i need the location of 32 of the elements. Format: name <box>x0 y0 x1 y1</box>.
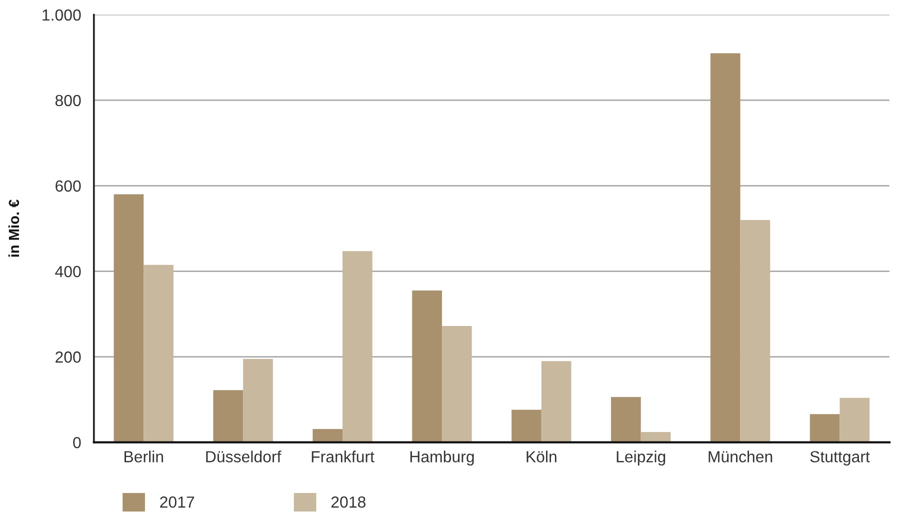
x-tick-label: Frankfurt <box>312 450 374 462</box>
y-tick-label: 1.000 <box>42 9 81 21</box>
y-tick-label: 200 <box>56 351 81 363</box>
x-tick-label: Hamburg <box>410 450 474 466</box>
y-tick-label: 400 <box>55 266 81 278</box>
legend-label: 2017 <box>160 496 194 508</box>
bar <box>541 361 572 442</box>
bar <box>144 264 174 442</box>
bar <box>114 194 144 442</box>
bar <box>442 326 472 442</box>
bar <box>213 390 244 442</box>
bar <box>342 251 372 442</box>
bar <box>512 410 542 442</box>
y-axis-title: in Mio. € <box>8 200 20 257</box>
bar <box>740 220 770 442</box>
x-tick-label: Düsseldorf <box>206 450 282 462</box>
y-tick-label: 800 <box>55 94 81 106</box>
y-tick-label: 600 <box>56 180 81 192</box>
x-tick-label: Stuttgart <box>810 451 870 466</box>
bar <box>243 358 273 442</box>
x-tick-label: Berlin <box>124 450 164 462</box>
bar <box>412 290 442 442</box>
bar <box>312 429 343 442</box>
bar <box>710 53 740 442</box>
x-tick-label: München <box>708 450 772 462</box>
x-tick-label: Leipzig <box>616 450 666 466</box>
x-tick-label: Köln <box>526 450 556 462</box>
legend-label: 2018 <box>331 496 366 508</box>
bar <box>810 414 840 442</box>
bar <box>611 396 641 442</box>
bar <box>840 398 870 442</box>
y-tick-label: 0 <box>73 436 81 448</box>
